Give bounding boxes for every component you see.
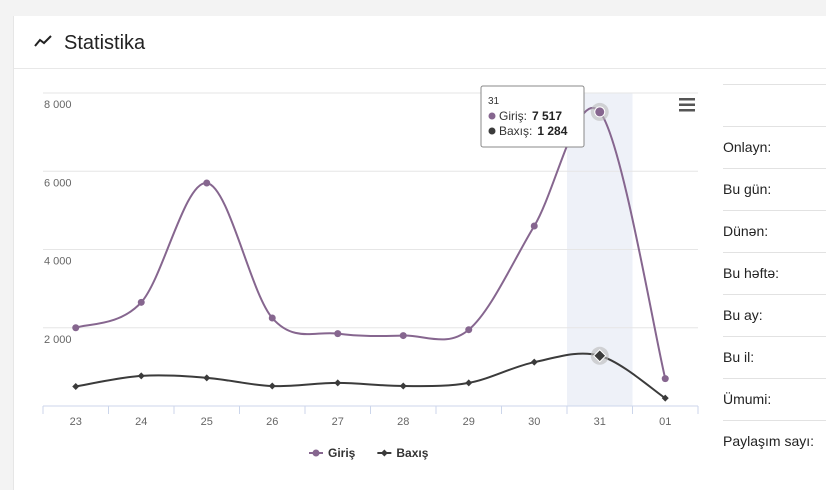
panel-header: Statistika [14,16,826,69]
data-point [399,382,407,390]
legend-marker [312,449,320,457]
chart-icon [34,35,52,47]
statistics-panel: Statistika 2 000 4 000 6 000 8 000 23 24 25 26 2… [13,16,826,490]
stats-header-row [723,84,826,126]
data-point [268,314,276,322]
tooltip-value: 7 517 [532,109,562,123]
x-tick-label: 26 [266,416,278,428]
tooltip-title: 31 [488,96,500,107]
legend-label: Giriş [328,446,356,460]
stat-label: Ümumi: [723,378,826,420]
data-point [530,358,538,366]
x-tick-label: 31 [594,416,606,428]
x-tick-label: 25 [201,416,213,428]
stat-label: Paylaşım sayı: [723,420,826,462]
data-point [465,326,473,334]
x-tick-label: 01 [659,416,671,428]
tooltip-value: 1 284 [537,124,567,138]
data-point [334,379,342,387]
series-line [75,352,666,400]
stat-label: Bu gün: [723,168,826,210]
data-point [203,179,211,187]
legend-marker [380,449,388,457]
tooltip-dot [488,112,496,120]
data-point [72,324,80,332]
stat-label: Bu həftə: [723,252,826,294]
legend: Giriş Baxış [309,446,429,460]
data-point [399,332,407,340]
tooltip-label: Baxış: [499,124,532,138]
tooltip-label: Giriş: [499,109,527,123]
chart-menu[interactable] [679,98,695,112]
y-tick-label: 4 000 [44,256,72,268]
stat-label: Onlayn: [723,126,826,168]
y-tick-label: 6 000 [44,177,72,189]
data-point [530,222,538,230]
data-point [465,379,473,387]
data-point [661,394,669,402]
stat-label: Dünən: [723,210,826,252]
legend-label: Baxış [396,446,428,460]
x-tick-label: 23 [70,416,82,428]
data-point [334,330,342,338]
y-tick-label: 8 000 [44,99,72,111]
data-point [594,106,606,118]
x-tick-label: 30 [528,416,540,428]
data-point [137,372,145,380]
tooltip-dot [488,127,496,135]
y-tick-label: 2 000 [44,334,72,346]
data-point [268,382,276,390]
stats-table: Onlayn: Bu gün: Dünən: Bu həftə: Bu ay: Bu il… [723,84,826,462]
data-point [137,298,145,306]
chart: 2 000 4 000 6 000 8 000 23 24 25 26 27 28 29 30 31 01… [42,85,699,460]
stat-label: Bu il: [723,336,826,378]
data-point [203,374,211,382]
tooltip-box [480,85,585,148]
x-tick-label: 27 [332,416,344,428]
x-tick-label: 29 [463,416,475,428]
data-point [72,382,80,390]
stat-label: Bu ay: [723,294,826,336]
data-point [593,349,607,363]
panel-title: Statistika [64,32,146,54]
x-tick-label: 28 [397,416,409,428]
data-point [661,375,669,383]
x-tick-label: 24 [135,416,147,428]
